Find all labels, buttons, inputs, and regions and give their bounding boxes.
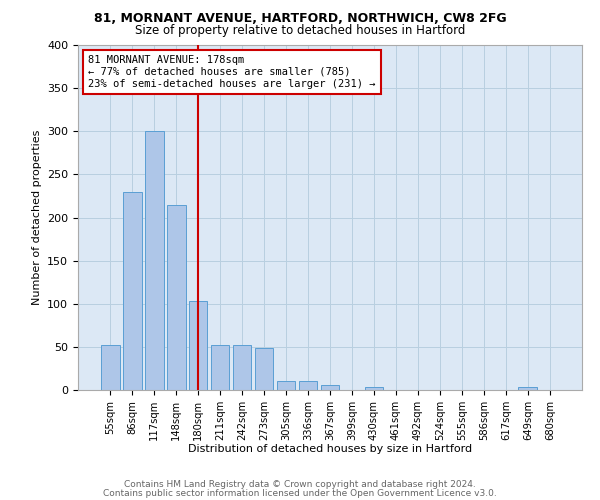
Y-axis label: Number of detached properties: Number of detached properties — [32, 130, 41, 305]
Bar — [145, 131, 164, 390]
Bar — [255, 348, 274, 390]
Bar — [189, 301, 208, 390]
Text: 81 MORNANT AVENUE: 178sqm
← 77% of detached houses are smaller (785)
23% of semi: 81 MORNANT AVENUE: 178sqm ← 77% of detac… — [88, 56, 376, 88]
Bar — [299, 382, 317, 390]
Text: 81, MORNANT AVENUE, HARTFORD, NORTHWICH, CW8 2FG: 81, MORNANT AVENUE, HARTFORD, NORTHWICH,… — [94, 12, 506, 26]
Text: Contains public sector information licensed under the Open Government Licence v3: Contains public sector information licen… — [103, 489, 497, 498]
Bar — [365, 386, 383, 390]
Text: Size of property relative to detached houses in Hartford: Size of property relative to detached ho… — [135, 24, 465, 37]
Bar — [277, 382, 295, 390]
Bar — [211, 345, 229, 390]
Bar — [320, 385, 340, 390]
Bar — [167, 204, 185, 390]
Bar — [123, 192, 142, 390]
Bar — [518, 388, 537, 390]
Bar — [101, 345, 119, 390]
X-axis label: Distribution of detached houses by size in Hartford: Distribution of detached houses by size … — [188, 444, 472, 454]
Text: Contains HM Land Registry data © Crown copyright and database right 2024.: Contains HM Land Registry data © Crown c… — [124, 480, 476, 489]
Bar — [233, 345, 251, 390]
